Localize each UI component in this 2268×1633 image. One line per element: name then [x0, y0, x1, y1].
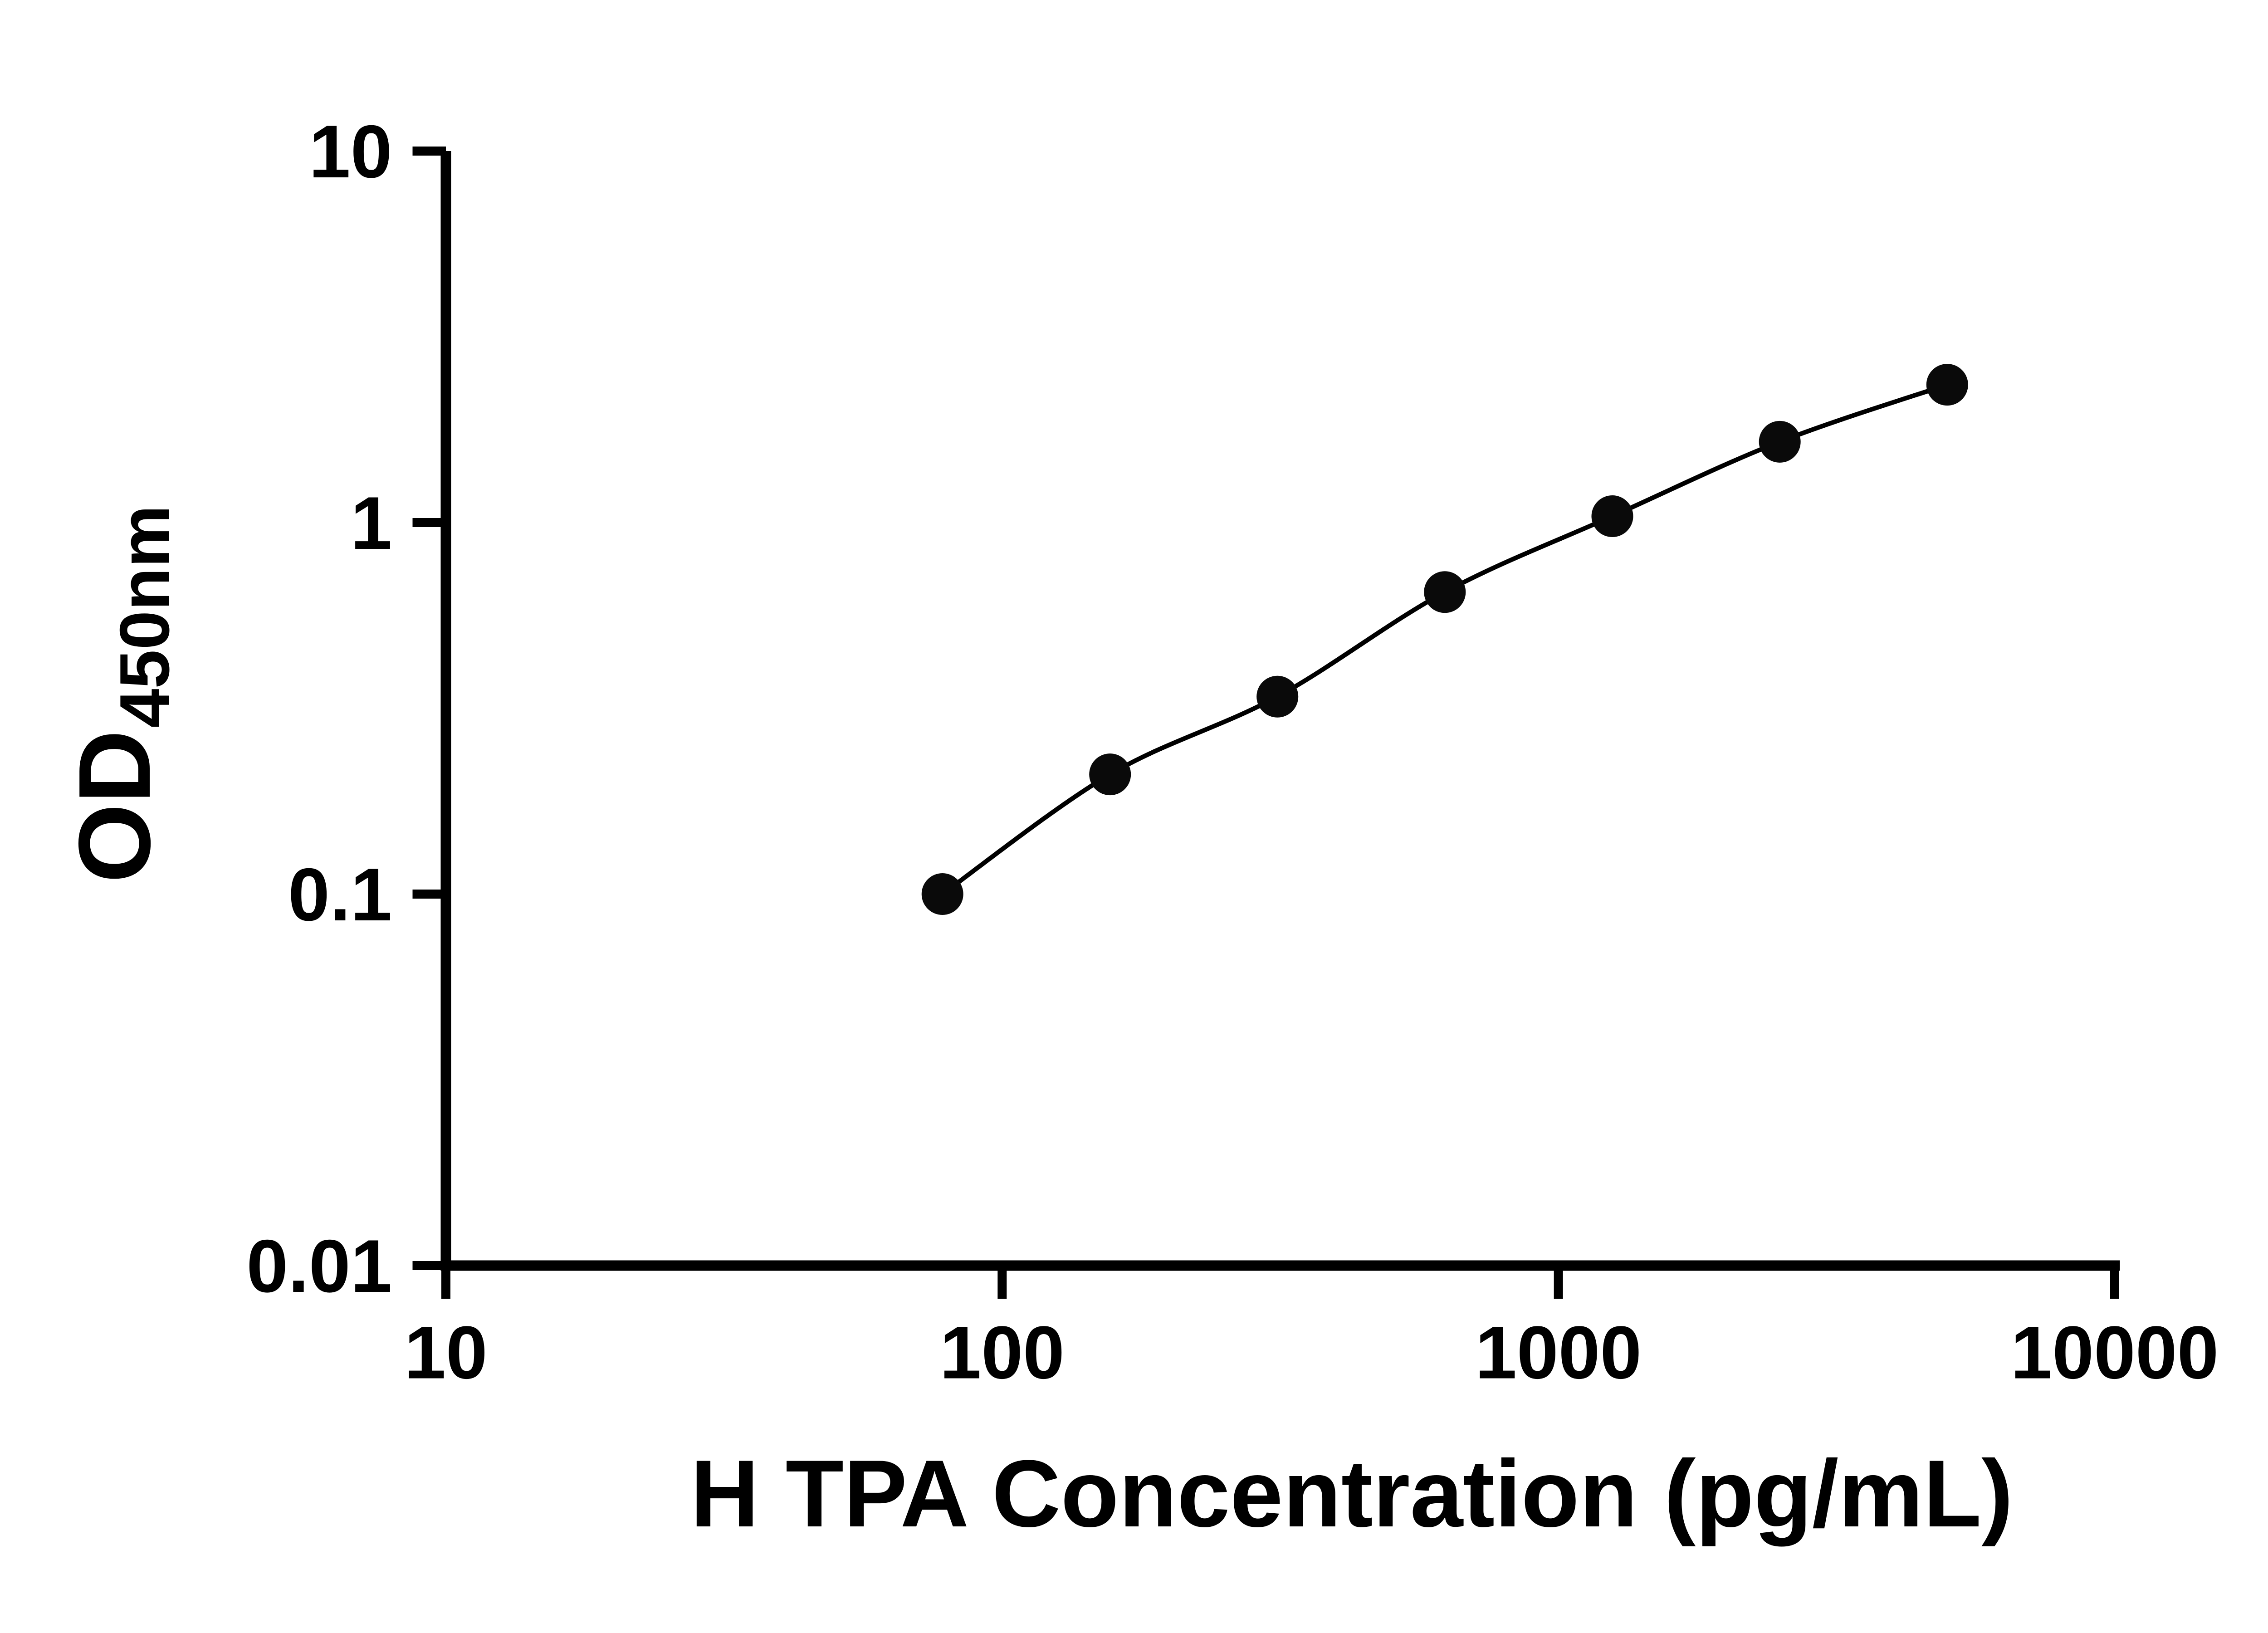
data-point [1089, 753, 1131, 796]
y-tick-label: 0.01 [246, 1224, 392, 1308]
data-point [1591, 495, 1633, 537]
x-axis-title: H TPA Concentration (pg/mL) [690, 1440, 2013, 1547]
x-tick-label: 1000 [1475, 1311, 1642, 1394]
y-axis-title-sub: 450nm [105, 505, 184, 728]
y-tick-label: 1 [351, 481, 392, 565]
x-tick-label: 10000 [2011, 1311, 2219, 1394]
data-point [1926, 364, 1968, 406]
x-tick-label: 100 [940, 1311, 1065, 1394]
x-tick-label: 10 [404, 1311, 488, 1394]
y-axis-title: OD 450nm [57, 505, 184, 883]
y-tick-label: 0.1 [288, 853, 392, 936]
data-point [1759, 420, 1801, 463]
data-point [1424, 571, 1466, 613]
y-axis-title-main: OD [57, 730, 171, 883]
data-point [1256, 675, 1299, 718]
plot-area: 10 100 1000 10000 0.01 0.1 1 10 [246, 110, 2219, 1394]
curve-line [941, 382, 1948, 896]
y-tick-label: 10 [309, 110, 392, 193]
data-point [921, 873, 963, 915]
